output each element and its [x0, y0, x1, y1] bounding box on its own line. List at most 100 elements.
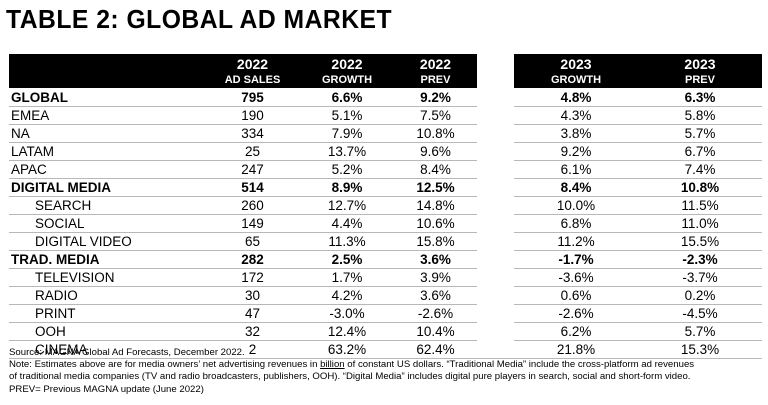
table-cell: 65 — [244, 234, 261, 249]
table-cell: 6.8% — [560, 216, 592, 231]
table-cell: 190 — [241, 108, 264, 123]
table-row: NA 334 7.9% 10.8% 3.8% 5.7% — [9, 125, 762, 143]
table-cell: 10.6% — [416, 216, 455, 231]
table-cell: 11.5% — [681, 198, 719, 213]
column-metric: PREV — [685, 74, 715, 86]
table-cell: 0.6% — [560, 288, 592, 303]
table-cell: -2.6% — [417, 306, 454, 321]
table-cell: -2.6% — [558, 306, 594, 321]
table-cell: 10.8% — [680, 180, 720, 195]
table-cell: 2.5% — [331, 252, 363, 267]
table-cell: 25 — [244, 144, 261, 159]
table-cell: 334 — [241, 126, 264, 141]
table-cell: 6.6% — [331, 90, 363, 105]
table-cell: 4.8% — [560, 90, 592, 105]
table-cell: 2 — [248, 342, 257, 357]
row-label: PRINT — [35, 306, 76, 321]
table-cell: 32 — [244, 324, 261, 339]
row-label: SEARCH — [35, 198, 92, 213]
table-cell: 5.1% — [331, 108, 363, 123]
table-cell: 3.8% — [560, 126, 592, 141]
table-cell: 11.0% — [681, 216, 719, 231]
row-label: RADIO — [35, 288, 78, 303]
row-label: TELEVISION — [35, 270, 115, 285]
column-header-2022-ad-sales: 2022 AD SALES — [205, 54, 300, 88]
table-cell: -3.6% — [558, 270, 594, 285]
table-cell: 9.2% — [560, 144, 592, 159]
table-row: RADIO 30 4.2% 3.6% 0.6% 0.2% — [9, 287, 762, 305]
table-row: TELEVISION 172 1.7% 3.9% -3.6% -3.7% — [9, 269, 762, 287]
table-cell: -2.3% — [682, 252, 718, 267]
media-definition-note: of traditional media companies (TV and r… — [9, 371, 691, 383]
row-label: SOCIAL — [35, 216, 85, 231]
table-cell: 30 — [244, 288, 261, 303]
table-cell: 6.3% — [684, 90, 716, 105]
row-label: EMEA — [11, 108, 50, 123]
table-cell: 3.6% — [420, 288, 451, 303]
column-metric: GROWTH — [321, 74, 373, 86]
table-row: APAC 247 5.2% 8.4% 6.1% 7.4% — [9, 161, 762, 179]
table-cell: 149 — [241, 216, 264, 231]
column-header-2023-growth: 2023 GROWTH — [514, 54, 638, 88]
table-cell: 8.4% — [420, 162, 451, 177]
table-cell: 7.4% — [684, 162, 716, 177]
prev-definition-note: PREV= Previous MAGNA update (June 2022) — [9, 383, 204, 395]
table-cell: 172 — [241, 270, 264, 285]
row-label: OOH — [35, 324, 66, 339]
table-cell: 282 — [241, 252, 264, 267]
table-row: SEARCH 260 12.7% 14.8% 10.0% 11.5% — [9, 197, 762, 215]
table-row: TRAD. MEDIA 282 2.5% 3.6% -1.7% -2.3% — [9, 251, 762, 269]
table-cell: -3.7% — [682, 270, 718, 285]
table-header-band-2023 — [514, 54, 762, 88]
table-row: LATAM 25 13.7% 9.6% 9.2% 6.7% — [9, 143, 762, 161]
table-cell: 14.8% — [416, 198, 455, 213]
table-row: DIGITAL VIDEO 65 11.3% 15.8% 11.2% 15.5% — [9, 233, 762, 251]
table-body: GLOBAL 795 6.6% 9.2% 4.8% 6.3% EMEA 190 5.1% 7.5%… — [9, 89, 762, 359]
table-cell: 4.2% — [331, 288, 363, 303]
table-cell: 4.4% — [331, 216, 363, 231]
column-metric: AD SALES — [224, 74, 281, 86]
column-year: 2023 — [684, 56, 716, 72]
table-cell: 62.4% — [416, 342, 455, 357]
row-label: TRAD. MEDIA — [11, 252, 100, 267]
column-year: 2022 — [331, 56, 363, 72]
table-cell: 3.6% — [420, 252, 451, 267]
table-cell: 5.8% — [684, 108, 716, 123]
table-cell: 12.7% — [327, 198, 367, 213]
table-cell: 6.7% — [684, 144, 716, 159]
row-label: GLOBAL — [11, 90, 68, 105]
table-cell: -3.0% — [329, 306, 365, 321]
table-cell: 21.8% — [556, 342, 596, 357]
table-cell: 5.7% — [684, 126, 716, 141]
table-cell: 6.1% — [560, 162, 592, 177]
column-metric: PREV — [420, 74, 451, 86]
table-cell: 5.7% — [684, 324, 716, 339]
table-row: DIGITAL MEDIA 514 8.9% 12.5% 8.4% 10.8% — [9, 179, 762, 197]
column-metric: GROWTH — [550, 74, 602, 86]
column-year: 2022 — [419, 56, 452, 72]
table-cell: 8.4% — [560, 180, 592, 195]
column-year: 2022 — [236, 56, 269, 72]
row-label: DIGITAL MEDIA — [11, 180, 111, 195]
table-row: CINEMA 2 63.2% 62.4% 21.8% 15.3% — [9, 341, 762, 359]
table-cell: -4.5% — [682, 306, 718, 321]
table-cell: 7.5% — [420, 108, 451, 123]
table-row: GLOBAL 795 6.6% 9.2% 4.8% 6.3% — [9, 89, 762, 107]
column-year: 2023 — [560, 56, 592, 72]
table-cell: 15.3% — [680, 342, 720, 357]
table-cell: 13.7% — [327, 144, 367, 159]
table-cell: 10.0% — [556, 198, 596, 213]
source-note: Source: MAGNA Global Ad Forecasts, Decem… — [9, 347, 245, 358]
table-cell: 12.4% — [327, 324, 367, 339]
table-cell: 795 — [241, 90, 264, 105]
billion-link[interactable]: billion — [320, 359, 345, 371]
estimate-note: Note: Estimates above are for media owne… — [9, 359, 765, 371]
table-cell: 63.2% — [327, 342, 367, 357]
table-cell: 0.2% — [684, 288, 716, 303]
table-cell: 12.5% — [416, 180, 455, 195]
table-cell: 260 — [241, 198, 264, 213]
table-cell: 11.2% — [557, 234, 595, 249]
row-label: LATAM — [11, 144, 55, 159]
table-cell: 1.7% — [331, 270, 363, 285]
table-cell: 3.9% — [420, 270, 451, 285]
